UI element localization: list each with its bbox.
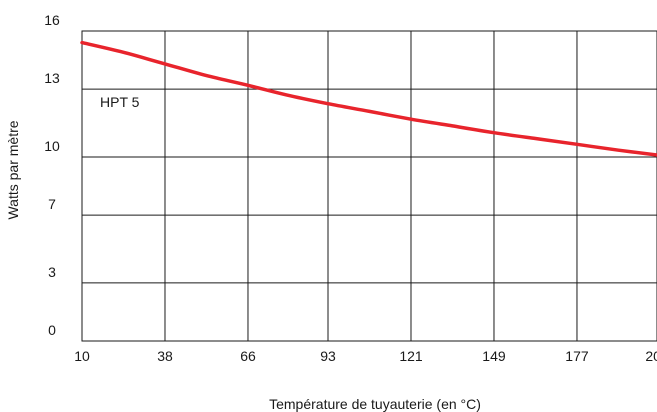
y-axis-title: Watts par mètre [5, 120, 21, 219]
series-line-0 [80, 40, 657, 157]
x-tick-93: 93 [320, 348, 336, 364]
y-tick-0: 0 [48, 322, 56, 338]
y-tick-7: 7 [48, 196, 56, 212]
x-tick-204: 204 [645, 348, 657, 364]
y-tick-10: 10 [44, 138, 60, 154]
x-tick-labels: 10 38 66 93 121 149 177 204 [74, 348, 657, 364]
y-tick-3: 3 [48, 264, 56, 280]
x-axis-title: Température de tuyauterie (en °C) [269, 396, 481, 412]
x-tick-66: 66 [240, 348, 256, 364]
series-group [80, 40, 657, 157]
y-tick-labels: 0 3 7 10 13 16 [44, 12, 60, 338]
x-tick-10: 10 [74, 348, 90, 364]
series-label-hpt5: HPT 5 [100, 94, 140, 110]
x-tick-121: 121 [399, 348, 423, 364]
x-tick-149: 149 [482, 348, 506, 364]
y-tick-13: 13 [44, 70, 60, 86]
y-tick-16: 16 [44, 12, 60, 28]
x-tick-38: 38 [157, 348, 173, 364]
x-tick-177: 177 [565, 348, 589, 364]
plot-frame [81, 30, 657, 342]
grid-lines [82, 31, 657, 341]
